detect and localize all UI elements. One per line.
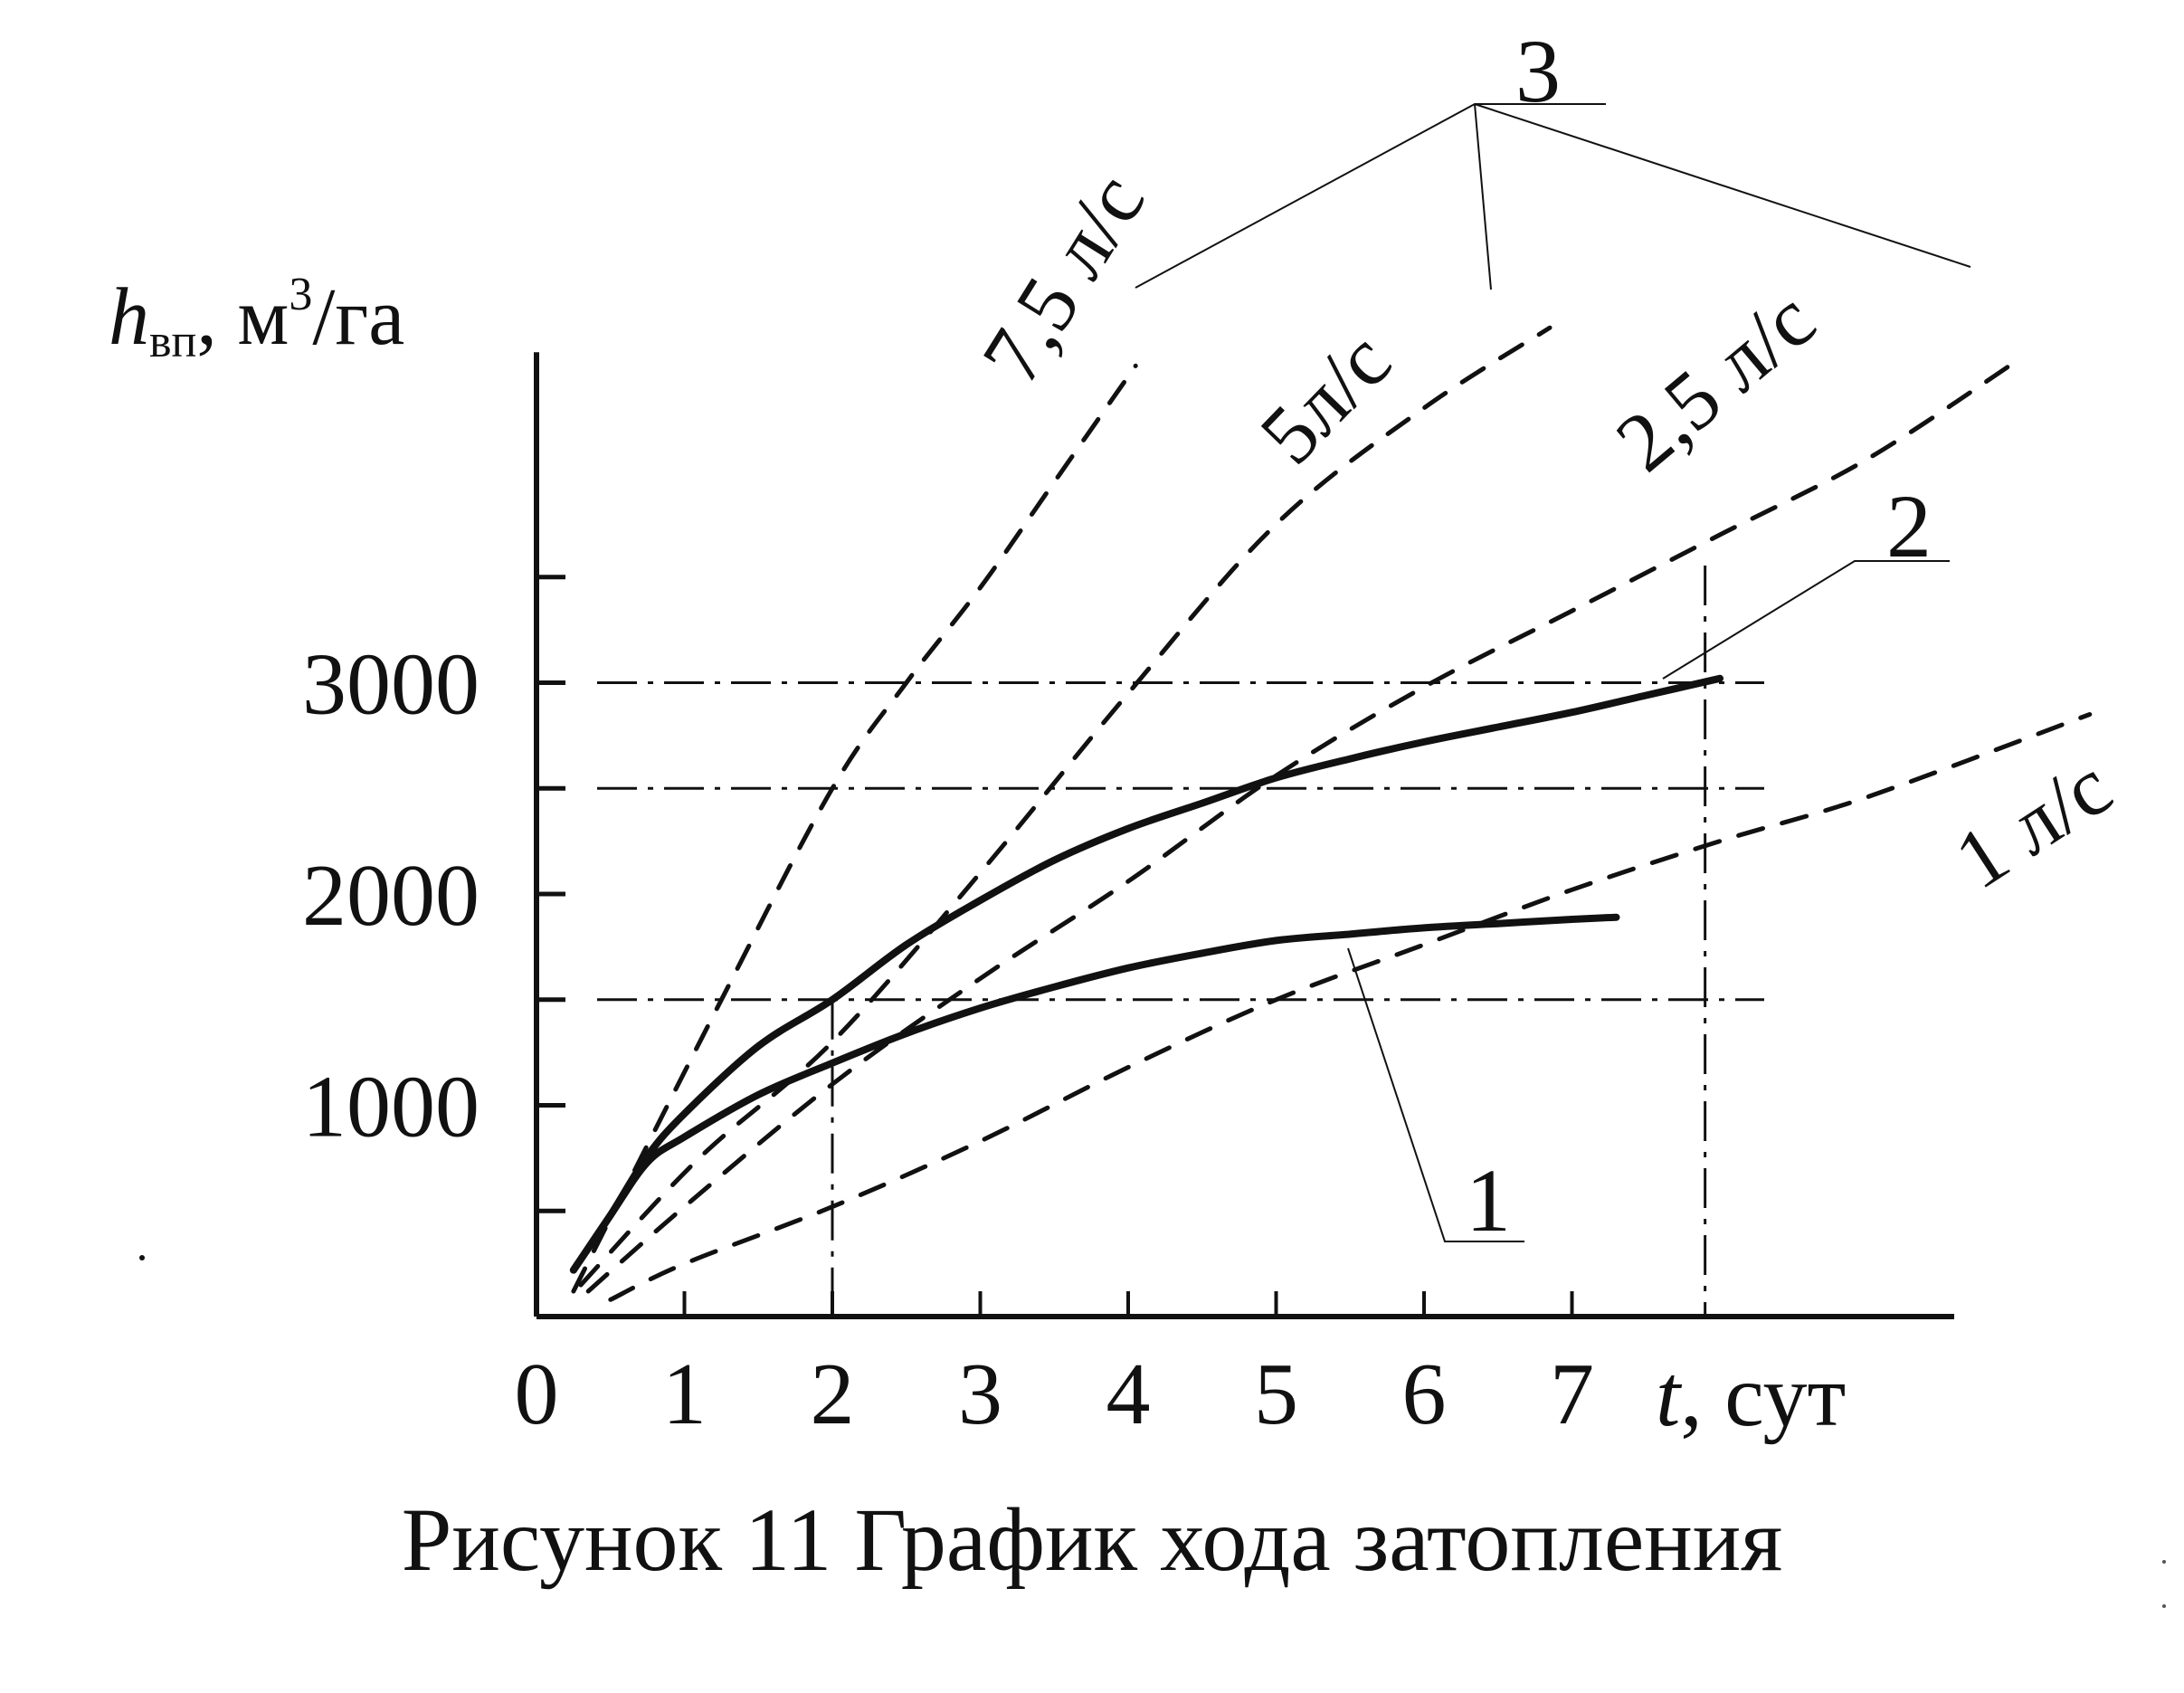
callout-label-2: 2 bbox=[1886, 476, 1932, 576]
series-line-7-5-л-с bbox=[571, 363, 1138, 1294]
callout-leaders bbox=[1135, 103, 1971, 1242]
callout-leader-3b bbox=[1474, 103, 1492, 290]
x-tick-label: 0 bbox=[515, 1346, 559, 1443]
figure-caption: Рисунок 11 График хода затопления bbox=[402, 1489, 1782, 1590]
y-axis-label: hвп, м3/га bbox=[109, 269, 404, 367]
callout-leader-2 bbox=[1662, 560, 1950, 680]
scan-speck bbox=[2162, 1604, 2166, 1608]
x-tick-label: 2 bbox=[811, 1346, 855, 1443]
x-tick-label: 5 bbox=[1254, 1346, 1298, 1443]
callout-leader-3a bbox=[1135, 103, 1606, 289]
x-axis-label: t, сут bbox=[1656, 1347, 1846, 1445]
callout-label-3: 3 bbox=[1515, 21, 1561, 121]
callout-leader-3c bbox=[1474, 103, 1971, 268]
axes bbox=[534, 352, 1954, 1319]
x-tick-label: 6 bbox=[1402, 1346, 1447, 1443]
series-label-2-5: 2,5 л/с bbox=[1599, 272, 1831, 489]
x-tick-label: 4 bbox=[1106, 1346, 1151, 1443]
series-line-5л-с bbox=[578, 325, 1553, 1288]
reference-lines bbox=[597, 566, 1764, 1317]
series-line-2-5-л-с bbox=[585, 359, 2018, 1294]
series-label-1: 1 л/с bbox=[1939, 739, 2127, 906]
series-line-1 bbox=[569, 913, 1620, 1274]
series-line-2 bbox=[569, 674, 1723, 1274]
series-line-1-л-с bbox=[608, 712, 2093, 1302]
y-tick-label: 1000 bbox=[302, 1059, 480, 1156]
x-tick-label: 7 bbox=[1550, 1346, 1594, 1443]
series-label-5: 5л/с bbox=[1242, 314, 1408, 481]
y-tick-label: 3000 bbox=[302, 636, 480, 734]
callout-label-1: 1 bbox=[1466, 1150, 1511, 1251]
callout-leader-1 bbox=[1347, 947, 1524, 1242]
series-label-7-5: 7,5 л/с bbox=[964, 157, 1162, 398]
y-tick-label: 2000 bbox=[302, 847, 480, 945]
tick-labels: 0 1 2 3 4 5 6 7 1000 2000 3000 bbox=[302, 636, 1594, 1444]
scan-speck bbox=[139, 1255, 145, 1260]
series-lines bbox=[569, 325, 2093, 1302]
x-tick-label: 1 bbox=[662, 1346, 707, 1443]
scan-speck bbox=[2162, 1560, 2166, 1564]
x-tick-label: 3 bbox=[958, 1346, 1002, 1443]
